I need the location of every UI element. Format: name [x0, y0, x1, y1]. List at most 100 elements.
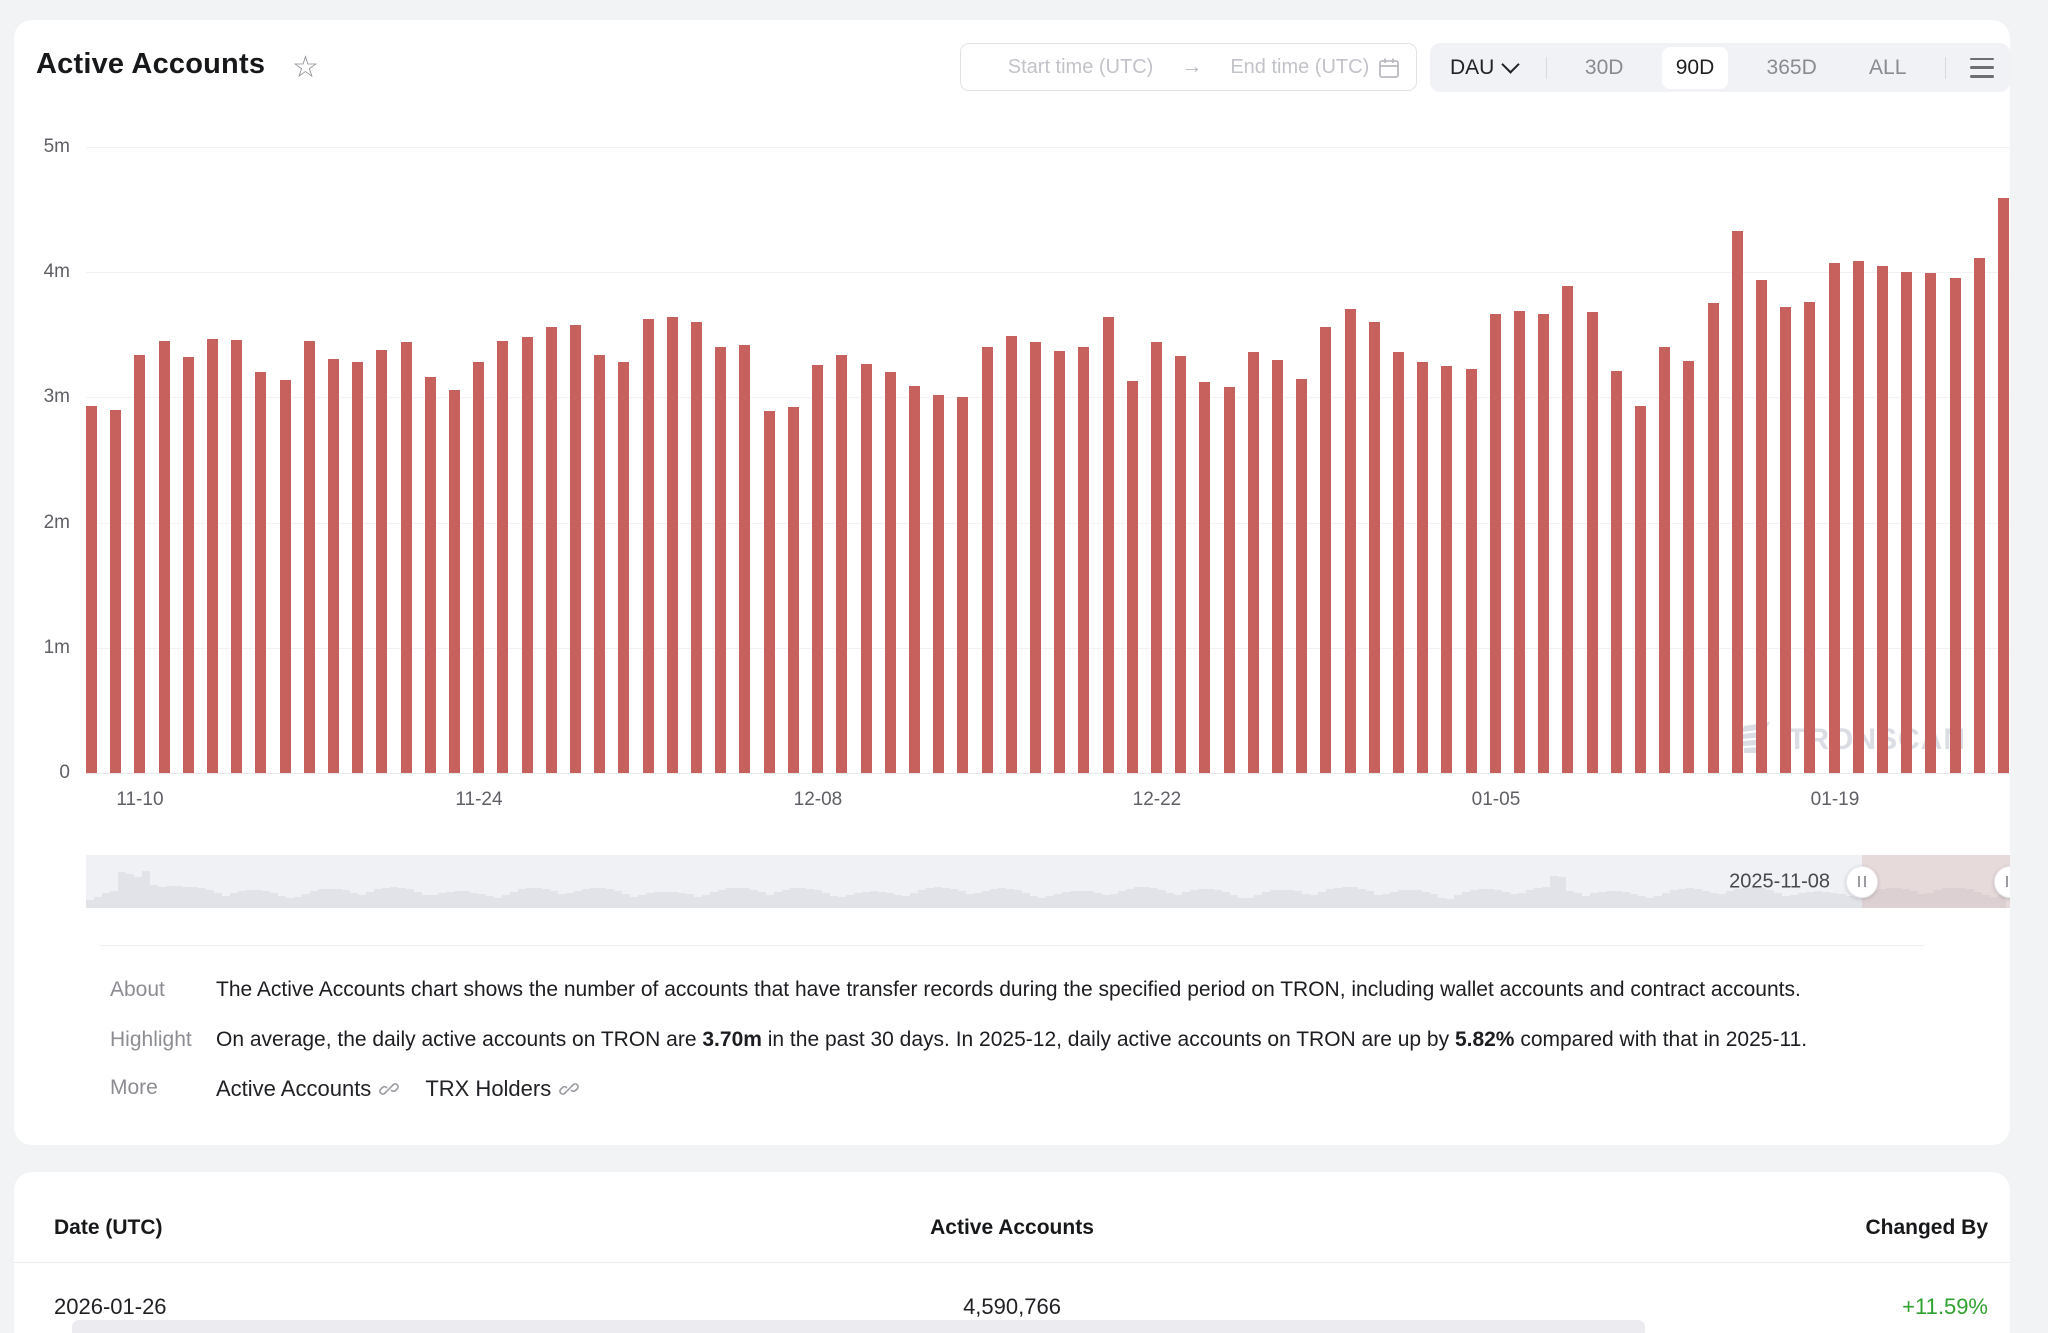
- bar[interactable]: [1562, 286, 1574, 773]
- bar[interactable]: [618, 362, 630, 773]
- bar[interactable]: [1756, 280, 1768, 773]
- bar[interactable]: [1901, 272, 1913, 773]
- bar[interactable]: [473, 362, 485, 773]
- bar[interactable]: [1852, 261, 1864, 773]
- bar[interactable]: [642, 319, 654, 773]
- bar[interactable]: [981, 347, 993, 773]
- table-header-active-accounts: Active Accounts: [930, 1216, 1094, 1239]
- bar[interactable]: [570, 325, 582, 773]
- bar[interactable]: [158, 341, 170, 773]
- bar[interactable]: [812, 365, 824, 773]
- bar[interactable]: [1175, 356, 1187, 773]
- bar[interactable]: [860, 364, 872, 773]
- bar[interactable]: [1513, 311, 1525, 773]
- bar[interactable]: [1150, 342, 1162, 773]
- bar[interactable]: [1296, 379, 1308, 773]
- bar[interactable]: [1707, 303, 1719, 773]
- bar[interactable]: [957, 397, 969, 773]
- bar[interactable]: [739, 345, 751, 773]
- bar[interactable]: [110, 410, 122, 773]
- minimap-brush[interactable]: 2025-11-08: [86, 855, 2010, 908]
- bar[interactable]: [1538, 314, 1550, 773]
- bar[interactable]: [545, 327, 557, 773]
- bar[interactable]: [1804, 302, 1816, 773]
- bar[interactable]: [1489, 314, 1501, 773]
- link-active-accounts[interactable]: Active Accounts: [216, 1076, 400, 1102]
- bar[interactable]: [1465, 369, 1477, 773]
- bar[interactable]: [1126, 381, 1138, 773]
- bar[interactable]: [1078, 347, 1090, 773]
- bar[interactable]: [400, 342, 412, 773]
- chart-controls: DAU 30D 90D 365D ALL: [1430, 43, 2010, 92]
- bar[interactable]: [787, 407, 799, 773]
- bar[interactable]: [1828, 263, 1840, 773]
- bar[interactable]: [1683, 361, 1695, 773]
- bar[interactable]: [303, 341, 315, 773]
- bar[interactable]: [207, 339, 219, 773]
- bar[interactable]: [1925, 273, 1937, 773]
- bar[interactable]: [497, 341, 509, 773]
- range-button-90d[interactable]: 90D: [1661, 46, 1729, 89]
- range-button-all[interactable]: ALL: [1855, 47, 1920, 89]
- bar[interactable]: [933, 395, 945, 773]
- interval-dropdown[interactable]: DAU: [1446, 55, 1521, 80]
- data-table-card: Date (UTC) Active Accounts Changed By 20…: [14, 1172, 2010, 1333]
- bar[interactable]: [884, 372, 896, 773]
- bar[interactable]: [1877, 266, 1889, 773]
- bar[interactable]: [763, 411, 775, 773]
- bar[interactable]: [1368, 322, 1380, 773]
- bar[interactable]: [376, 350, 388, 773]
- bar[interactable]: [1029, 342, 1041, 773]
- favorite-star-icon[interactable]: ☆: [292, 51, 319, 84]
- brush-left-handle[interactable]: [1846, 865, 1878, 898]
- bar[interactable]: [1271, 360, 1283, 773]
- bar[interactable]: [424, 377, 436, 773]
- bar[interactable]: [279, 380, 291, 773]
- bar[interactable]: [1441, 366, 1453, 773]
- bar[interactable]: [1247, 352, 1259, 773]
- bar[interactable]: [182, 357, 194, 773]
- bar[interactable]: [1005, 336, 1017, 773]
- range-button-365d[interactable]: 365D: [1753, 47, 1831, 89]
- bar[interactable]: [1102, 317, 1114, 773]
- bar[interactable]: [1417, 362, 1429, 773]
- bar[interactable]: [1635, 406, 1646, 773]
- range-button-30d[interactable]: 30D: [1571, 47, 1638, 89]
- bar[interactable]: [521, 337, 533, 773]
- bar[interactable]: [1344, 309, 1356, 773]
- bar[interactable]: [352, 362, 364, 773]
- bar[interactable]: [836, 355, 848, 773]
- bar[interactable]: [1780, 307, 1792, 773]
- link-trx-holders[interactable]: TRX Holders: [425, 1076, 580, 1102]
- bar[interactable]: [449, 390, 461, 773]
- bar[interactable]: [255, 372, 267, 773]
- bar[interactable]: [1998, 198, 2010, 773]
- bar[interactable]: [231, 340, 243, 773]
- brush-selection[interactable]: [1862, 855, 2010, 908]
- bar[interactable]: [715, 347, 727, 773]
- bar[interactable]: [1610, 371, 1622, 773]
- bar[interactable]: [86, 406, 97, 773]
- bar[interactable]: [1731, 231, 1743, 773]
- link-icon: [379, 1083, 400, 1095]
- bar[interactable]: [1054, 351, 1066, 773]
- bar[interactable]: [328, 359, 340, 773]
- bar[interactable]: [1973, 258, 1985, 773]
- end-time-input[interactable]: End time (UTC): [1230, 55, 1370, 78]
- bar[interactable]: [1949, 278, 1961, 773]
- bar[interactable]: [908, 386, 920, 773]
- bar[interactable]: [1320, 327, 1332, 773]
- about-label: About: [110, 978, 165, 1001]
- bar[interactable]: [1586, 312, 1598, 773]
- start-time-input[interactable]: Start time (UTC): [1007, 55, 1154, 78]
- bar[interactable]: [666, 317, 678, 773]
- bar[interactable]: [1659, 347, 1671, 773]
- date-range-picker[interactable]: Start time (UTC) → End time (UTC): [960, 43, 1417, 91]
- bar[interactable]: [1392, 352, 1404, 773]
- bar[interactable]: [594, 355, 606, 773]
- bar[interactable]: [691, 322, 703, 773]
- bar[interactable]: [1223, 387, 1235, 773]
- bar[interactable]: [134, 355, 146, 773]
- bar[interactable]: [1199, 382, 1211, 773]
- menu-icon[interactable]: [1969, 56, 1994, 80]
